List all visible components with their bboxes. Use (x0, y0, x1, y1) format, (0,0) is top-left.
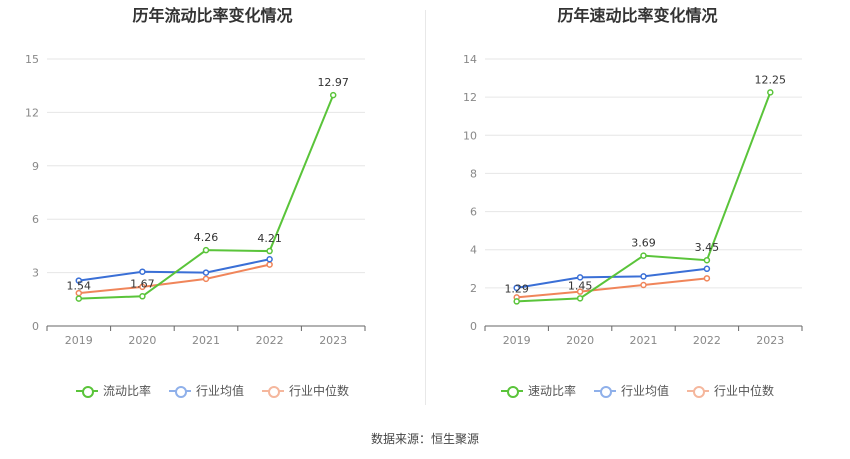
legend-line-icon (168, 385, 191, 398)
data-point (703, 265, 711, 273)
x-tick-label: 2019 (503, 334, 531, 347)
data-point (202, 246, 210, 254)
legend-label: 行业中位数 (714, 384, 775, 398)
x-tick-label: 2021 (630, 334, 658, 347)
y-tick-label: 3 (32, 267, 39, 280)
legend-line-icon (75, 385, 98, 398)
y-tick-label: 6 (470, 206, 477, 219)
legend-label: 行业中位数 (289, 384, 350, 398)
data-label: 1.45 (568, 279, 593, 292)
x-tick-label: 2022 (693, 334, 721, 347)
legend-label: 行业均值 (620, 384, 669, 398)
data-point (640, 252, 647, 259)
chart-legend: 流动比率 行业均值 行业中位数 (0, 382, 425, 399)
data-point (576, 295, 584, 302)
chart-title: 历年流动比率变化情况 (132, 6, 293, 25)
legend-line-icon (687, 385, 709, 398)
series-line (78, 258, 270, 282)
data-point (703, 256, 711, 264)
data-label: 12.97 (317, 76, 349, 89)
data-label: 3.45 (695, 241, 720, 254)
data-point (139, 268, 146, 275)
data-point (202, 269, 210, 276)
data-label: 4.21 (257, 232, 282, 245)
x-tick-label: 2020 (128, 334, 156, 347)
chart-legend: 速动比率 行业均值 行业中位数 (425, 382, 850, 399)
quick-ratio-panel: 历年速动比率变化情况 0 2 4 6 8 10 12 14 2019 2020 2021 2022 20… (425, 0, 850, 410)
current-ratio-panel: 历年流动比率变化情况 0 3 6 9 12 15 2019 2020 2021 2022 2023 1… (0, 0, 425, 410)
data-point (576, 274, 584, 281)
panel-divider (425, 10, 426, 405)
quick-ratio-chart: 0 2 4 6 8 10 12 14 2019 2020 2021 2022 2023 1.29 1.45 3… (463, 53, 803, 347)
y-tick-label: 12 (25, 106, 39, 119)
data-point (513, 284, 520, 292)
legend-item-median[interactable]: 行业中位数 (262, 382, 349, 399)
data-point (640, 281, 647, 289)
series-line (516, 92, 772, 303)
x-tick-label: 2023 (756, 334, 784, 347)
data-point (75, 277, 83, 284)
data-label: 12.25 (755, 73, 787, 86)
data-point (266, 247, 273, 255)
legend-line-icon (262, 385, 284, 398)
x-tick-label: 2019 (65, 334, 93, 347)
legend-item-main[interactable]: 流动比率 (75, 382, 151, 399)
y-tick-label: 4 (470, 244, 477, 257)
y-tick-label: 15 (25, 53, 39, 66)
data-point (640, 273, 647, 280)
data-label: 1.29 (504, 282, 529, 295)
legend-label: 速动比率 (527, 384, 576, 398)
series-line (516, 277, 708, 299)
data-point (767, 89, 774, 96)
data-point (75, 295, 83, 302)
y-tick-label: 0 (470, 320, 477, 333)
y-tick-label: 8 (470, 167, 477, 180)
legend-item-avg[interactable]: 行业均值 (168, 382, 244, 399)
series-line (516, 267, 708, 289)
data-point (513, 298, 520, 305)
legend-label: 流动比率 (102, 384, 151, 398)
data-point (266, 261, 273, 268)
data-point (329, 91, 337, 99)
current-ratio-chart: 0 3 6 9 12 15 2019 2020 2021 2022 2023 1.54 1.67 4.26… (25, 53, 366, 347)
data-source: 数据来源：恒生聚源 (370, 432, 479, 446)
legend-line-icon (593, 385, 616, 398)
chart-title: 历年速动比率变化情况 (557, 6, 718, 25)
data-point (139, 293, 146, 300)
legend-item-main[interactable]: 速动比率 (500, 382, 576, 399)
y-tick-label: 14 (463, 53, 477, 66)
x-tick-label: 2023 (319, 334, 347, 347)
legend-item-avg[interactable]: 行业均值 (593, 382, 669, 399)
data-label: 3.69 (631, 237, 656, 250)
x-tick-label: 2022 (256, 334, 284, 347)
y-tick-label: 10 (463, 129, 477, 142)
legend-item-median[interactable]: 行业中位数 (687, 382, 774, 399)
x-tick-label: 2020 (566, 334, 594, 347)
legend-line-icon (500, 385, 523, 398)
series-line (78, 94, 335, 300)
x-tick-label: 2021 (192, 334, 220, 347)
data-point (266, 256, 273, 263)
data-label: 1.54 (67, 280, 92, 293)
data-point (139, 283, 146, 291)
data-point (202, 275, 210, 283)
y-tick-label: 0 (32, 320, 39, 333)
data-point (703, 275, 711, 282)
data-label: 1.67 (130, 277, 155, 290)
y-tick-label: 12 (463, 91, 477, 104)
y-tick-label: 6 (32, 213, 39, 226)
data-point (576, 288, 584, 295)
legend-label: 行业均值 (195, 384, 244, 398)
y-tick-label: 9 (32, 160, 39, 173)
data-label: 4.26 (194, 231, 219, 244)
series-line (78, 263, 270, 295)
y-tick-label: 2 (470, 282, 477, 295)
